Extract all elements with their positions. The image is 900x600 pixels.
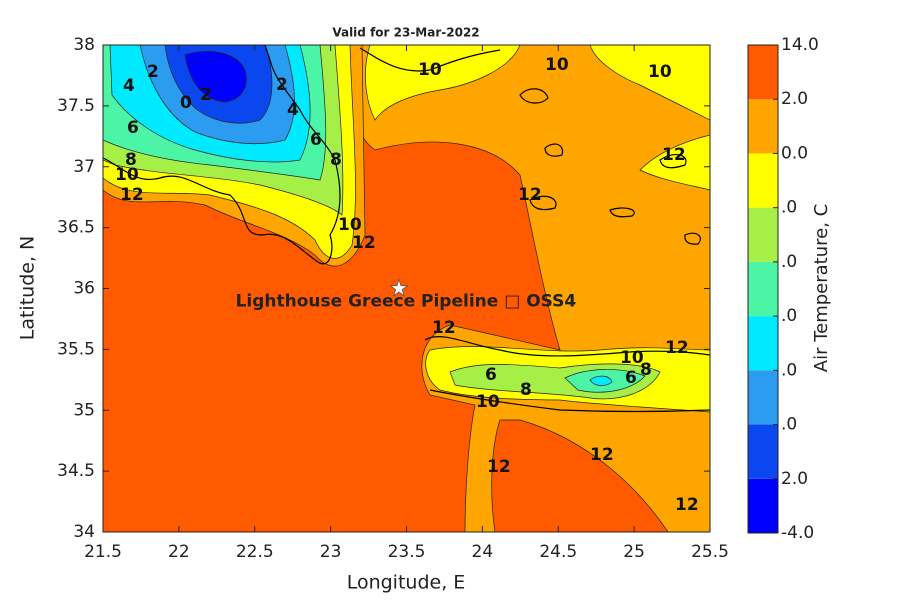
coastline bbox=[519, 88, 701, 245]
y-tick-label: 34 bbox=[73, 522, 95, 542]
colorbar-tick-label: 2.0 bbox=[781, 89, 808, 109]
y-tick-label: 37 bbox=[73, 157, 95, 177]
colorbar-tick-label: .0 bbox=[781, 198, 797, 218]
contour-band bbox=[339, 45, 710, 532]
contour-label: 4 bbox=[287, 100, 299, 120]
coastline bbox=[103, 45, 341, 265]
colorbar-tick-label: .0 bbox=[781, 306, 797, 326]
contour-band bbox=[589, 45, 710, 121]
colorbar-tick-label: 14.0 bbox=[781, 35, 819, 55]
contour-label: 2 bbox=[147, 62, 159, 82]
contour-label: 6 bbox=[127, 118, 139, 138]
colorbar-swatch bbox=[748, 424, 778, 479]
contour-label: 10 bbox=[476, 392, 500, 412]
colorbar-tick-label: -4.0 bbox=[781, 523, 814, 543]
contour-band bbox=[184, 50, 247, 103]
colorbar-tick-label: .0 bbox=[781, 360, 797, 380]
contour-field bbox=[103, 45, 710, 532]
coastline bbox=[424, 336, 710, 413]
y-tick-label: 36 bbox=[73, 279, 95, 299]
contour-label: 12 bbox=[352, 233, 376, 253]
map-title: Valid for 23-Mar-2022 bbox=[332, 26, 479, 40]
contour-label: 2 bbox=[200, 85, 212, 105]
y-tick-label: 34.5 bbox=[57, 461, 95, 481]
contour-label: 12 bbox=[675, 495, 699, 515]
y-tick-label: 36.5 bbox=[57, 218, 95, 238]
contour-label: 8 bbox=[125, 150, 137, 170]
colorbar-label: Air Temperature, C bbox=[811, 204, 832, 372]
contour-label: 10 bbox=[418, 60, 442, 80]
contour-band bbox=[589, 375, 613, 386]
y-tick-label: 35 bbox=[73, 400, 95, 420]
x-tick-label: 25 bbox=[623, 542, 645, 562]
contour-label: 6 bbox=[485, 365, 497, 385]
y-tick-label: 35.5 bbox=[57, 339, 95, 359]
contour-label: 12 bbox=[120, 185, 144, 205]
x-tick-label: 24 bbox=[472, 542, 494, 562]
contour-label: 10 bbox=[648, 62, 672, 82]
contour-label: 12 bbox=[590, 445, 614, 465]
y-axis-label: Latitude, N bbox=[17, 236, 39, 341]
y-tick-label: 37.5 bbox=[57, 96, 95, 116]
contour-label: 6 bbox=[310, 130, 322, 150]
contour-label: 12 bbox=[432, 318, 456, 338]
contour-label: 12 bbox=[665, 338, 689, 358]
contour-label: 6 bbox=[625, 368, 637, 388]
x-tick-label: 21.5 bbox=[84, 542, 122, 562]
colorbar-swatch bbox=[748, 478, 778, 533]
y-tick-label: 38 bbox=[73, 35, 95, 55]
x-tick-label: 22.5 bbox=[236, 542, 274, 562]
x-tick-label: 22 bbox=[168, 542, 190, 562]
contour-band bbox=[639, 134, 710, 191]
contour-label: 10 bbox=[620, 348, 644, 368]
x-tick-label: 23 bbox=[320, 542, 342, 562]
contour-label: 8 bbox=[520, 380, 532, 400]
contour-label: 4 bbox=[123, 76, 135, 96]
colorbar-swatch bbox=[748, 99, 778, 154]
contour-label: 10 bbox=[545, 55, 569, 75]
colorbar-swatch bbox=[748, 45, 778, 100]
x-tick-label: 24.5 bbox=[539, 542, 577, 562]
colorbar-frame bbox=[747, 44, 779, 534]
contour-label: 10 bbox=[338, 215, 362, 235]
colorbar-tick-label: 0.0 bbox=[781, 143, 808, 163]
contour-labels: 2 4 6 8 10 12 0 2 2 4 6 8 10 12 10 10 10… bbox=[115, 55, 699, 515]
x-tick-label: 25.5 bbox=[691, 542, 729, 562]
contour-label: 12 bbox=[487, 457, 511, 477]
colorbar-swatch bbox=[748, 261, 778, 317]
site-label: Lighthouse Greece Pipeline □ OSS4 bbox=[236, 292, 577, 312]
contour-band bbox=[365, 45, 521, 121]
contour-label: 12 bbox=[518, 185, 542, 205]
colorbar-swatch bbox=[748, 370, 778, 425]
contour-label: 8 bbox=[330, 150, 342, 170]
contour-label: 2 bbox=[276, 75, 288, 95]
contour-label: 0 bbox=[180, 93, 192, 113]
colorbar-swatch bbox=[748, 153, 778, 208]
x-axis-label: Longitude, E bbox=[347, 572, 466, 594]
colorbar-tick-label: .0 bbox=[781, 415, 797, 435]
contour-label: 12 bbox=[662, 145, 686, 165]
colorbar-swatch bbox=[748, 316, 778, 371]
contour-label: 10 bbox=[115, 165, 139, 185]
colorbar-tick-label: 2.0 bbox=[781, 469, 808, 489]
colorbar-tick-label: .0 bbox=[781, 252, 797, 272]
x-tick-label: 23.5 bbox=[388, 542, 426, 562]
coastline bbox=[359, 47, 501, 72]
contour-label: 8 bbox=[640, 360, 652, 380]
colorbar-swatch bbox=[748, 207, 778, 262]
site-marker bbox=[389, 278, 409, 297]
